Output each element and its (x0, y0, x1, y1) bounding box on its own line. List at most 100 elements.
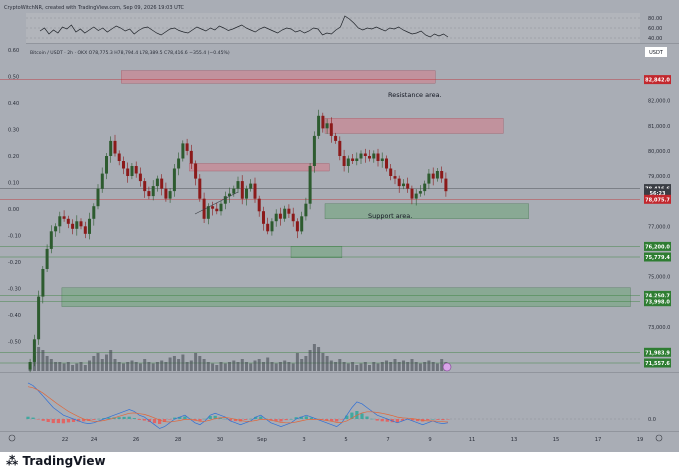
macd-histogram-bar (97, 418, 101, 420)
currency-badge (645, 47, 667, 57)
price-tag (644, 252, 671, 262)
candle-body (172, 168, 176, 192)
macd-histogram-bar (350, 412, 354, 419)
candle-body (49, 231, 53, 249)
macd-histogram-bar (279, 419, 283, 422)
right-axis-tick: 75,000.0 (648, 275, 670, 281)
volume-bar (105, 354, 108, 371)
left-axis-tick: 0.40 (8, 101, 19, 107)
candle-body (329, 123, 333, 136)
candle-body (134, 166, 138, 174)
volume-bar (206, 362, 210, 371)
tradingview-logo-icon: ⁂ (6, 454, 19, 468)
right-axis: 82,000.0 81,000.0 80,000.0 79,000.0 77,000.0… (648, 99, 670, 331)
macd-histogram-bar (299, 416, 303, 419)
candle-body (181, 143, 185, 159)
volume-bar (215, 365, 219, 371)
volume-bar (262, 362, 265, 371)
volume-bar (359, 363, 363, 371)
price-pane: Bitcoin / USDT · 2h · OKX O78,775.3 H78,… (0, 47, 679, 373)
volume-bar (236, 362, 240, 371)
left-axis: 0.60 0.50 0.40 0.30 0.20 0.10 0.00 -0.10 -0.20 -0… (8, 48, 21, 346)
candle-body (41, 269, 45, 297)
price-tag (644, 290, 671, 300)
candle-body (168, 191, 172, 199)
candle-body (198, 178, 202, 199)
volume-bar (88, 360, 91, 371)
volume-bar (321, 353, 325, 371)
macd-histogram-bar (71, 419, 76, 422)
volume-bar (278, 362, 282, 371)
settings-icon[interactable] (8, 434, 16, 442)
volume-bar (338, 359, 342, 371)
candle-body (283, 208, 287, 219)
candle-body (312, 135, 316, 166)
volume-bar (368, 365, 371, 371)
volume-bar (160, 360, 164, 371)
volume-bar (49, 359, 53, 371)
candle-body (211, 206, 215, 209)
candle-body (363, 153, 367, 156)
volume-bar (96, 353, 100, 371)
volume-bar (66, 362, 70, 371)
time-tick: 3 (302, 437, 305, 443)
candle-body (423, 183, 427, 192)
macd-histogram-bar (365, 416, 369, 419)
volume-bar (109, 350, 113, 371)
candle-body (206, 206, 210, 219)
volume-bar (45, 356, 49, 371)
macd-histogram-bar (66, 419, 71, 423)
macd-histogram-bar (294, 417, 298, 419)
price-tags: 82,842.078,416.656:2378,075.776,200.075,… (644, 75, 671, 368)
macd-histogram-bar (375, 419, 379, 421)
volume-bar (249, 363, 253, 371)
macd-histogram-bar (178, 416, 182, 419)
price-tag-label: 75,779.4 (645, 255, 670, 261)
volume-bar (363, 362, 367, 371)
volume-bar (62, 363, 66, 371)
volume-bar (351, 362, 355, 371)
right-axis-tick: 82,000.0 (648, 99, 670, 105)
right-axis-tick: 77,000.0 (648, 224, 670, 230)
candle-body (372, 153, 376, 159)
volume-bar (435, 363, 439, 371)
settings-gear-icon[interactable] (655, 434, 663, 442)
macd-histogram-bar (87, 419, 91, 421)
candles-layer (28, 109, 448, 373)
volume-bar (270, 362, 274, 371)
currency-label: USDT (649, 50, 664, 56)
macd-histogram-bar (208, 416, 212, 419)
macd-histogram-bar (325, 419, 329, 421)
candle-body (37, 296, 41, 340)
candle-body (66, 218, 70, 224)
volume-bar (402, 360, 405, 371)
volume-bar (385, 360, 388, 371)
trendline (194, 191, 239, 215)
volume-bar (410, 359, 414, 371)
candle-body (427, 173, 431, 184)
left-axis-tick: 0.30 (8, 128, 19, 134)
time-tick: 11 (469, 437, 476, 443)
macd-histogram-bar (360, 413, 364, 419)
volume-bar (240, 359, 244, 371)
candle-body (228, 193, 231, 197)
volume-bar (177, 359, 181, 371)
candle-body (380, 158, 384, 161)
candle-body (295, 221, 299, 232)
macd-histogram-bar (259, 416, 263, 419)
price-tag (644, 347, 671, 357)
left-axis-tick: -0.30 (8, 287, 21, 293)
candle-body (414, 193, 418, 199)
volume-bar (427, 360, 431, 371)
macd-histogram-bar (142, 419, 146, 421)
price-tag (644, 358, 671, 368)
price-tag (644, 194, 671, 204)
volume-bar (181, 354, 185, 371)
candle-body (325, 123, 329, 129)
indicator-marker[interactable] (442, 362, 452, 372)
time-tick: 24 (91, 437, 98, 443)
macd-histogram-bar (51, 419, 55, 424)
candle-body (389, 168, 393, 176)
volume-bar (372, 362, 376, 371)
